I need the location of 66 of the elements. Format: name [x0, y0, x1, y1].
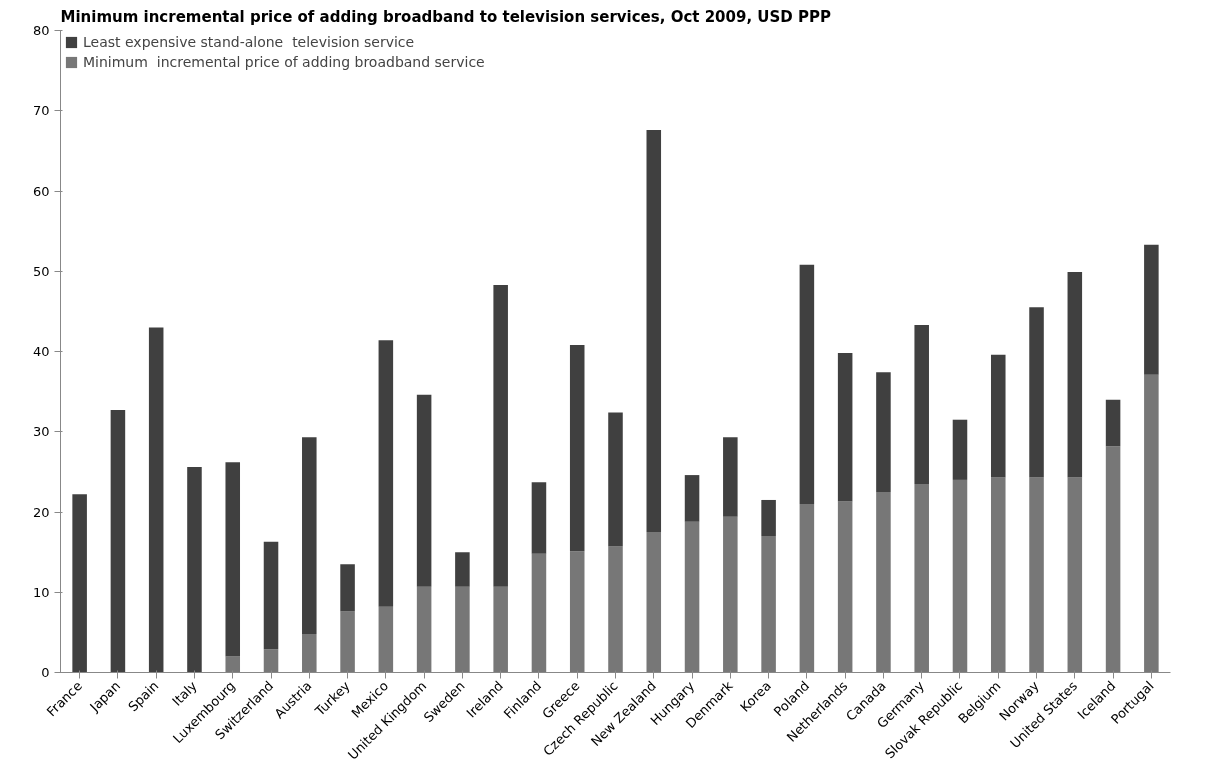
- bar: [263, 541, 279, 650]
- bar: [990, 354, 1006, 478]
- bar: [340, 564, 355, 612]
- bar: [1067, 272, 1083, 478]
- bar: [302, 633, 317, 673]
- bar: [914, 325, 929, 484]
- bar: [837, 501, 853, 673]
- bar: [225, 656, 241, 673]
- bar: [569, 551, 585, 673]
- bar: [531, 553, 547, 673]
- bar: [837, 353, 853, 502]
- bar: [608, 412, 623, 547]
- y-tick-label: 0: [41, 665, 50, 680]
- chart-title: Minimum incremental price of adding broadband to television services, Oct 2009, USD PPP: [60, 7, 831, 26]
- bar: [646, 532, 662, 673]
- bar: [187, 467, 202, 673]
- bar: [378, 340, 394, 607]
- bar: [531, 482, 547, 554]
- bar: [876, 491, 891, 673]
- bar: [723, 437, 738, 517]
- bar: [110, 410, 126, 673]
- bar: [416, 394, 432, 587]
- bar: [799, 503, 815, 673]
- bar: [914, 483, 929, 673]
- y-tick-label: 60: [32, 183, 50, 199]
- bar: [952, 479, 968, 673]
- bar: [1067, 477, 1083, 673]
- bar: [1029, 477, 1044, 673]
- bar: [263, 649, 279, 673]
- bar: [569, 345, 585, 552]
- bar: [1105, 446, 1121, 673]
- y-tick-label: 10: [32, 584, 50, 600]
- bar: [1144, 244, 1159, 375]
- y-tick-label: 80: [32, 23, 50, 38]
- bar: [340, 611, 355, 673]
- bar: [646, 130, 662, 533]
- bar: [761, 499, 776, 537]
- bar: [493, 284, 508, 587]
- bar: [1144, 374, 1159, 673]
- bar: [493, 586, 508, 673]
- bar: [455, 552, 470, 587]
- bar: [225, 462, 241, 657]
- bar: [876, 372, 891, 492]
- bar: [72, 494, 87, 673]
- y-tick-label: 40: [32, 344, 50, 359]
- bar: [799, 264, 815, 504]
- y-tick-label: 50: [32, 263, 50, 279]
- bar: [455, 586, 470, 673]
- bar: [761, 536, 776, 673]
- bar: [608, 546, 623, 673]
- bar: [1029, 307, 1044, 478]
- bar: [684, 521, 700, 673]
- bar: [302, 437, 317, 634]
- bar: [684, 475, 700, 522]
- y-tick-label: 30: [32, 424, 50, 440]
- bar: [723, 516, 738, 673]
- y-tick-label: 70: [32, 103, 50, 119]
- bar: [1105, 399, 1121, 447]
- legend-label: Minimum incremental price of adding broadband service: [83, 54, 485, 70]
- legend-label: Least expensive stand-alone television service: [83, 34, 415, 50]
- bar: [416, 586, 432, 673]
- bar: [952, 419, 968, 480]
- bar: [378, 606, 394, 673]
- y-tick-label: 20: [32, 504, 50, 520]
- bar: [990, 477, 1006, 673]
- bar: [148, 327, 164, 673]
